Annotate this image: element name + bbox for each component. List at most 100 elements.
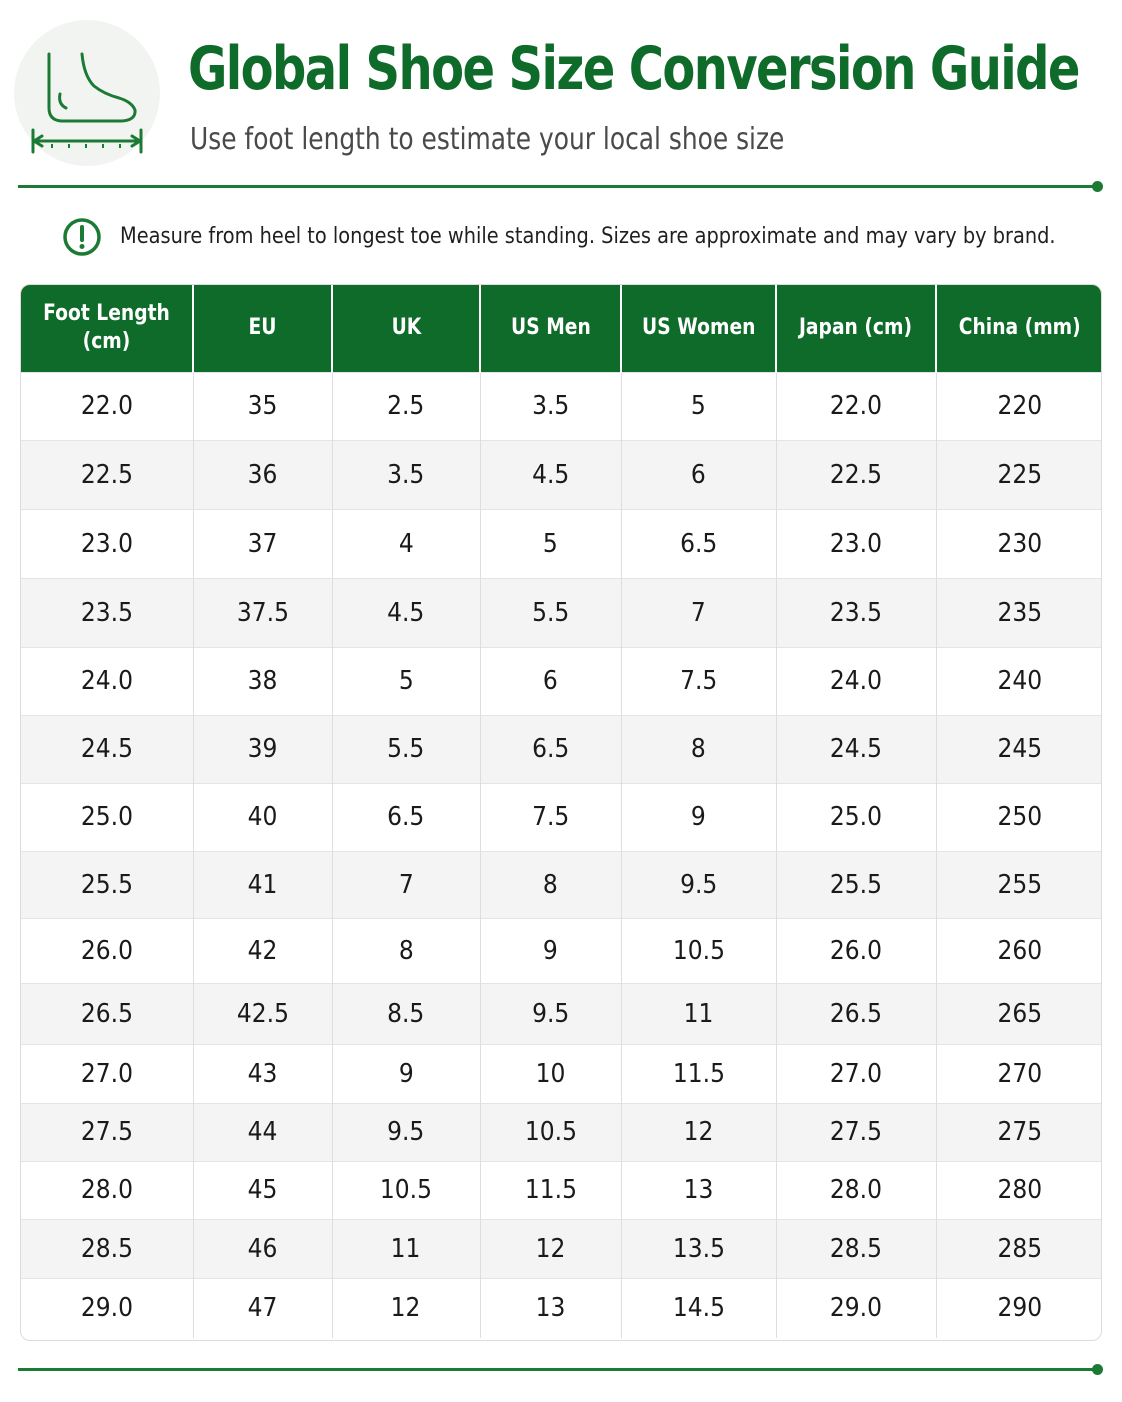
cell-japan: 25.0 — [776, 782, 937, 851]
cell-china: 230 — [936, 508, 1101, 578]
cell-uk: 11 — [332, 1218, 481, 1278]
column-header-uk: UK — [332, 285, 481, 372]
cell-foot-length: 26.5 — [21, 982, 194, 1044]
table-row: 28.5 46 11 12 13.5 28.5 285 — [21, 1218, 1101, 1278]
cell-us-women: 6.5 — [621, 508, 777, 578]
cell-uk: 12 — [332, 1277, 481, 1338]
cell-us-women: 11 — [621, 982, 777, 1044]
page-subtitle: Use foot length to estimate your local s… — [190, 122, 785, 157]
cell-eu: 45 — [193, 1160, 333, 1219]
table-row: 24.5 39 5.5 6.5 8 24.5 245 — [21, 714, 1101, 783]
bottom-divider-dot — [1092, 1364, 1103, 1375]
table-body: 22.0 35 2.5 3.5 5 22.0 220 22.5 36 3.5 4.5 6 22.5 225… — [21, 371, 1101, 1338]
column-header-foot-length: Foot Length (cm) — [21, 285, 194, 372]
table-header-row: Foot Length (cm) EU UK US Men US Women J… — [21, 285, 1101, 372]
cell-china: 275 — [936, 1102, 1101, 1161]
cell-uk: 4.5 — [332, 577, 481, 647]
cell-eu: 47 — [193, 1277, 333, 1338]
cell-us-women: 6 — [621, 439, 777, 509]
top-divider-dot — [1092, 181, 1103, 192]
cell-us-men: 6.5 — [480, 714, 622, 783]
cell-eu: 43 — [193, 1043, 333, 1103]
cell-us-women: 5 — [621, 371, 777, 440]
cell-uk: 7 — [332, 850, 481, 918]
cell-eu: 40 — [193, 782, 333, 851]
cell-us-men: 8 — [480, 850, 622, 918]
table-row: 27.5 44 9.5 10.5 12 27.5 275 — [21, 1102, 1101, 1161]
cell-china: 270 — [936, 1043, 1101, 1103]
cell-china: 245 — [936, 714, 1101, 783]
cell-china: 290 — [936, 1277, 1101, 1338]
bottom-divider — [18, 1368, 1098, 1371]
cell-japan: 26.5 — [776, 982, 937, 1044]
cell-foot-length: 23.0 — [21, 508, 194, 578]
cell-foot-length: 29.0 — [21, 1277, 194, 1338]
cell-china: 225 — [936, 439, 1101, 509]
cell-uk: 4 — [332, 508, 481, 578]
cell-japan: 28.5 — [776, 1218, 937, 1278]
cell-us-women: 7 — [621, 577, 777, 647]
cell-china: 285 — [936, 1218, 1101, 1278]
cell-foot-length: 27.5 — [21, 1102, 194, 1161]
cell-uk: 8.5 — [332, 982, 481, 1044]
cell-china: 240 — [936, 646, 1101, 715]
cell-eu: 42 — [193, 917, 333, 983]
table-row: 23.5 37.5 4.5 5.5 7 23.5 235 — [21, 577, 1101, 647]
cell-us-men: 9.5 — [480, 982, 622, 1044]
cell-eu: 46 — [193, 1218, 333, 1278]
cell-japan: 25.5 — [776, 850, 937, 918]
cell-eu: 36 — [193, 439, 333, 509]
cell-japan: 22.5 — [776, 439, 937, 509]
cell-foot-length: 26.0 — [21, 917, 194, 983]
cell-china: 260 — [936, 917, 1101, 983]
table-row: 23.0 37 4 5 6.5 23.0 230 — [21, 508, 1101, 578]
cell-china: 220 — [936, 371, 1101, 440]
table-row: 22.5 36 3.5 4.5 6 22.5 225 — [21, 439, 1101, 509]
column-header-us-men: US Men — [480, 285, 622, 372]
size-conversion-table: Foot Length (cm) EU UK US Men US Women J… — [20, 284, 1102, 1341]
table-row: 29.0 47 12 13 14.5 29.0 290 — [21, 1277, 1101, 1338]
cell-japan: 29.0 — [776, 1277, 937, 1338]
cell-us-men: 11.5 — [480, 1160, 622, 1219]
cell-us-men: 9 — [480, 917, 622, 983]
cell-eu: 41 — [193, 850, 333, 918]
table-row: 26.0 42 8 9 10.5 26.0 260 — [21, 917, 1101, 983]
cell-uk: 3.5 — [332, 439, 481, 509]
cell-eu: 44 — [193, 1102, 333, 1161]
cell-us-women: 13 — [621, 1160, 777, 1219]
cell-foot-length: 24.0 — [21, 646, 194, 715]
cell-uk: 9.5 — [332, 1102, 481, 1161]
cell-foot-length: 22.0 — [21, 371, 194, 440]
table-row: 25.5 41 7 8 9.5 25.5 255 — [21, 850, 1101, 918]
cell-foot-length: 24.5 — [21, 714, 194, 783]
cell-china: 235 — [936, 577, 1101, 647]
cell-us-women: 7.5 — [621, 646, 777, 715]
cell-japan: 28.0 — [776, 1160, 937, 1219]
cell-uk: 10.5 — [332, 1160, 481, 1219]
cell-us-women: 12 — [621, 1102, 777, 1161]
cell-eu: 39 — [193, 714, 333, 783]
cell-japan: 23.5 — [776, 577, 937, 647]
table-row: 27.0 43 9 10 11.5 27.0 270 — [21, 1043, 1101, 1103]
cell-us-women: 14.5 — [621, 1277, 777, 1338]
cell-eu: 38 — [193, 646, 333, 715]
column-header-japan: Japan (cm) — [776, 285, 937, 372]
info-exclamation-icon — [63, 218, 101, 256]
cell-uk: 5 — [332, 646, 481, 715]
cell-us-men: 5.5 — [480, 577, 622, 647]
cell-japan: 22.0 — [776, 371, 937, 440]
foot-measure-icon — [31, 52, 143, 154]
cell-us-men: 10.5 — [480, 1102, 622, 1161]
logo — [14, 20, 160, 166]
cell-eu: 35 — [193, 371, 333, 440]
cell-china: 265 — [936, 982, 1101, 1044]
cell-foot-length: 23.5 — [21, 577, 194, 647]
table-row: 22.0 35 2.5 3.5 5 22.0 220 — [21, 371, 1101, 440]
measurement-note: Measure from heel to longest toe while s… — [120, 224, 1056, 249]
table-row: 25.0 40 6.5 7.5 9 25.0 250 — [21, 782, 1101, 851]
cell-japan: 27.0 — [776, 1043, 937, 1103]
cell-japan: 26.0 — [776, 917, 937, 983]
cell-japan: 24.0 — [776, 646, 937, 715]
cell-eu: 42.5 — [193, 982, 333, 1044]
cell-foot-length: 25.0 — [21, 782, 194, 851]
